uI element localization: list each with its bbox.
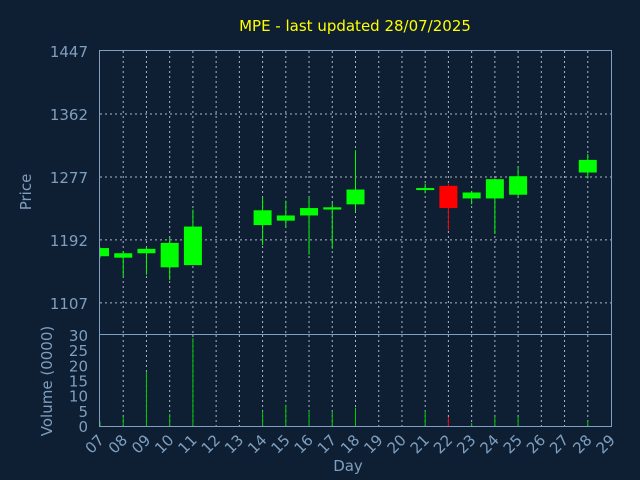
price-tick-label: 1277 <box>50 169 88 187</box>
volume-tick-label: 30 <box>69 327 88 345</box>
volume-tick-label: 10 <box>69 388 88 406</box>
volume-bars <box>99 338 589 426</box>
volume-panel-frame <box>99 334 612 427</box>
candle-body <box>485 179 504 199</box>
candle-body <box>346 189 365 205</box>
price-axis-label: Price <box>17 174 35 211</box>
price-tick-label: 1447 <box>50 43 88 61</box>
candle-body <box>578 159 597 173</box>
volume-tick-label: 0 <box>78 418 88 436</box>
candle-body <box>323 207 342 210</box>
candle-body <box>300 208 319 216</box>
day-tick-label: 29 <box>593 431 619 457</box>
chart-title: MPE - last updated 28/07/2025 <box>239 17 471 35</box>
volume-tick-label: 5 <box>78 403 88 421</box>
price-tick-label: 1107 <box>50 295 88 313</box>
candle-body <box>462 192 481 199</box>
candle-body <box>114 253 133 258</box>
price-tick-label: 1192 <box>50 232 88 250</box>
candle-body <box>509 176 528 195</box>
candle-body <box>439 185 458 209</box>
volume-tick-label: 15 <box>69 373 88 391</box>
candles <box>99 150 597 280</box>
day-axis-label: Day <box>333 457 363 475</box>
candle-body <box>137 248 156 254</box>
price-tick-labels: 1107 1192 1277 1362 1447 <box>50 43 88 313</box>
candle-body <box>416 188 435 191</box>
day-tick-labels: 0708091011121314151617181920212223242526… <box>82 431 619 457</box>
volume-tick-label: 20 <box>69 357 88 375</box>
candle-body <box>160 242 179 268</box>
volume-tick-label: 25 <box>69 342 88 360</box>
candle-body <box>276 215 295 221</box>
candle-body <box>183 226 202 266</box>
candle-body <box>100 248 109 257</box>
candle-body <box>253 210 272 226</box>
volume-axis-label: Volume (0000) <box>38 326 56 436</box>
price-tick-label: 1362 <box>50 106 88 124</box>
